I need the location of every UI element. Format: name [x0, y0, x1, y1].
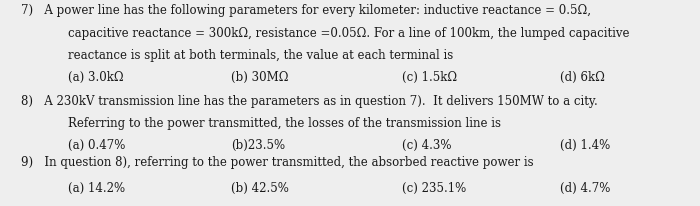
Text: (c) 235.1%: (c) 235.1%: [402, 182, 467, 195]
Text: (d) 1.4%: (d) 1.4%: [560, 139, 610, 152]
Text: (b) 30MΩ: (b) 30MΩ: [231, 71, 288, 84]
Text: 8)   A 230kV transmission line has the parameters as in question 7).  It deliver: 8) A 230kV transmission line has the par…: [21, 95, 598, 108]
Text: (b)23.5%: (b)23.5%: [231, 139, 285, 152]
Text: (a) 3.0kΩ: (a) 3.0kΩ: [68, 71, 123, 84]
Text: Referring to the power transmitted, the losses of the transmission line is: Referring to the power transmitted, the …: [68, 117, 501, 130]
Text: (d) 4.7%: (d) 4.7%: [560, 182, 610, 195]
Text: (a) 0.47%: (a) 0.47%: [68, 139, 125, 152]
Text: (d) 6kΩ: (d) 6kΩ: [560, 71, 605, 84]
Text: reactance is split at both terminals, the value at each terminal is: reactance is split at both terminals, th…: [68, 49, 453, 62]
Text: capacitive reactance = 300kΩ, resistance =0.05Ω. For a line of 100km, the lumped: capacitive reactance = 300kΩ, resistance…: [68, 27, 629, 40]
Text: (c) 4.3%: (c) 4.3%: [402, 139, 452, 152]
Text: 9)   In question 8), referring to the power transmitted, the absorbed reactive p: 9) In question 8), referring to the powe…: [21, 156, 533, 169]
Text: (b) 42.5%: (b) 42.5%: [231, 182, 289, 195]
Text: (a) 14.2%: (a) 14.2%: [68, 182, 125, 195]
Text: 7)   A power line has the following parameters for every kilometer: inductive re: 7) A power line has the following parame…: [21, 5, 591, 18]
Text: (c) 1.5kΩ: (c) 1.5kΩ: [402, 71, 458, 84]
